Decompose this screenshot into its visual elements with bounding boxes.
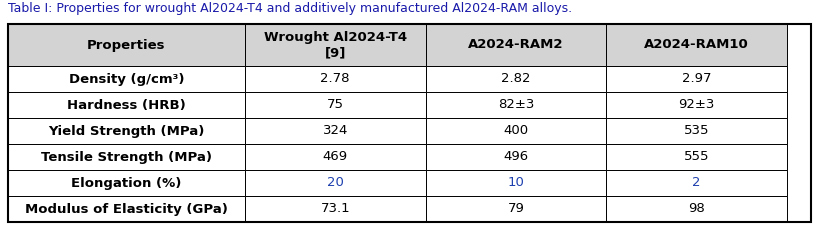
Text: 555: 555 xyxy=(684,150,709,164)
Bar xyxy=(606,118,787,144)
Text: 324: 324 xyxy=(323,124,348,138)
Text: 75: 75 xyxy=(327,99,344,111)
Bar xyxy=(606,66,787,92)
Bar xyxy=(245,144,426,170)
Bar xyxy=(606,144,787,170)
Text: Tensile Strength (MPa): Tensile Strength (MPa) xyxy=(41,150,212,164)
Bar xyxy=(606,170,787,196)
Bar xyxy=(245,24,426,66)
Bar xyxy=(426,24,606,66)
Bar xyxy=(245,66,426,92)
Bar xyxy=(8,92,245,118)
Text: 2.82: 2.82 xyxy=(501,73,531,85)
Text: 79: 79 xyxy=(508,203,524,215)
Bar xyxy=(8,196,245,222)
Text: 469: 469 xyxy=(323,150,348,164)
Text: 10: 10 xyxy=(508,177,524,189)
Bar xyxy=(426,170,606,196)
Text: Hardness (HRB): Hardness (HRB) xyxy=(67,99,186,111)
Text: 2.97: 2.97 xyxy=(682,73,712,85)
Text: 2.78: 2.78 xyxy=(320,73,350,85)
Text: 73.1: 73.1 xyxy=(320,203,350,215)
Text: 496: 496 xyxy=(504,150,528,164)
Bar xyxy=(606,24,787,66)
Bar xyxy=(8,66,245,92)
Text: 98: 98 xyxy=(688,203,705,215)
Bar xyxy=(8,24,245,66)
Text: 2: 2 xyxy=(692,177,701,189)
Bar xyxy=(245,92,426,118)
Text: 20: 20 xyxy=(327,177,344,189)
Text: 92±3: 92±3 xyxy=(678,99,715,111)
Text: 400: 400 xyxy=(504,124,528,138)
Bar xyxy=(426,118,606,144)
Text: A2024-RAM10: A2024-RAM10 xyxy=(645,39,749,51)
Text: A2024-RAM2: A2024-RAM2 xyxy=(468,39,563,51)
Bar xyxy=(245,118,426,144)
Bar xyxy=(606,92,787,118)
Bar xyxy=(245,170,426,196)
Text: Elongation (%): Elongation (%) xyxy=(71,177,182,189)
Text: 535: 535 xyxy=(684,124,709,138)
Bar xyxy=(8,24,811,222)
Text: Table I: Properties for wrought Al2024-T4 and additively manufactured Al2024-RAM: Table I: Properties for wrought Al2024-T… xyxy=(8,2,572,15)
Bar xyxy=(8,118,245,144)
Bar xyxy=(8,144,245,170)
Bar xyxy=(426,92,606,118)
Text: Properties: Properties xyxy=(87,39,165,51)
Text: Density (g/cm³): Density (g/cm³) xyxy=(69,73,184,85)
Bar xyxy=(606,196,787,222)
Text: Yield Strength (MPa): Yield Strength (MPa) xyxy=(48,124,205,138)
Text: Modulus of Elasticity (GPa): Modulus of Elasticity (GPa) xyxy=(25,203,228,215)
Bar xyxy=(426,66,606,92)
Bar xyxy=(245,196,426,222)
Bar xyxy=(8,170,245,196)
Bar xyxy=(426,144,606,170)
Bar xyxy=(426,196,606,222)
Text: Wrought Al2024-T4
[9]: Wrought Al2024-T4 [9] xyxy=(264,31,407,59)
Text: 82±3: 82±3 xyxy=(498,99,534,111)
